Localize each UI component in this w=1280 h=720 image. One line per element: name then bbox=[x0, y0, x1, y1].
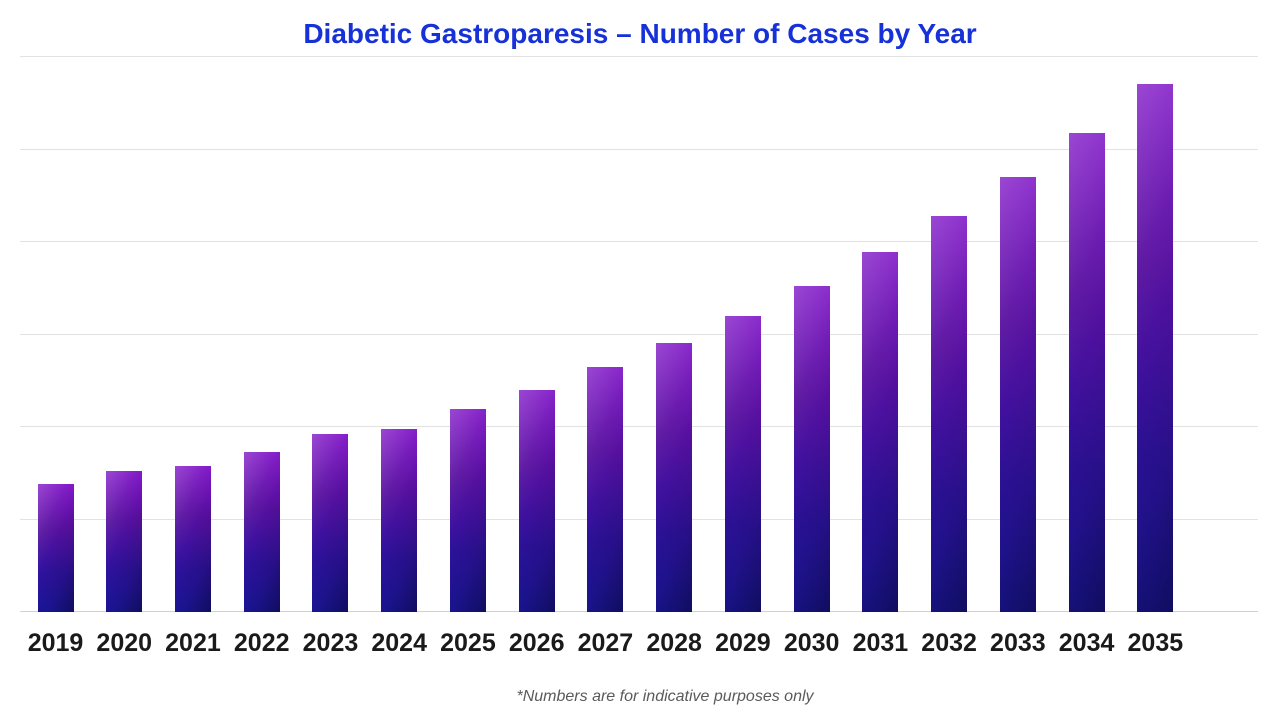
bar-2029 bbox=[724, 316, 761, 612]
gridline bbox=[20, 148, 1258, 150]
x-axis-label-2029: 2029 bbox=[715, 629, 771, 657]
bar-2030 bbox=[793, 286, 830, 612]
x-axis-label-2024: 2024 bbox=[371, 629, 427, 657]
gridline bbox=[20, 333, 1258, 335]
bar-2031 bbox=[862, 252, 899, 612]
x-axis-label-2035: 2035 bbox=[1127, 629, 1184, 657]
x-axis-label-2033: 2033 bbox=[990, 629, 1046, 657]
bar-2027 bbox=[587, 366, 624, 612]
bar-2026 bbox=[518, 390, 555, 612]
x-axis-label-2026: 2026 bbox=[508, 629, 565, 657]
bar-2019 bbox=[37, 484, 74, 612]
x-axis-label-2020: 2020 bbox=[96, 629, 153, 657]
x-axis-label-2031: 2031 bbox=[852, 629, 909, 657]
chart-title: Diabetic Gastroparesis – Number of Cases… bbox=[303, 18, 977, 49]
bar-2035 bbox=[1137, 83, 1174, 612]
bar-2025 bbox=[449, 409, 486, 612]
plot-area bbox=[20, 56, 1258, 612]
bar-2024 bbox=[381, 428, 418, 612]
x-axis-label-2034: 2034 bbox=[1058, 629, 1115, 657]
gridline bbox=[20, 56, 1258, 57]
x-axis-label-2023: 2023 bbox=[302, 629, 359, 657]
x-axis-label-2021: 2021 bbox=[165, 629, 221, 657]
bar-2028 bbox=[656, 342, 693, 612]
x-axis: 2019 2020 2021 2022 2023 2024 2025 2026 2027 2028… bbox=[20, 612, 1258, 662]
x-axis-label-2027: 2027 bbox=[577, 629, 634, 657]
bar-2032 bbox=[931, 216, 968, 612]
x-axis-label-2019: 2019 bbox=[27, 629, 84, 657]
x-axis-label-2028: 2028 bbox=[646, 629, 702, 657]
x-axis-label-2030: 2030 bbox=[783, 629, 840, 657]
gridline bbox=[20, 426, 1258, 427]
x-axis-line bbox=[20, 611, 1258, 612]
bar-2022 bbox=[243, 451, 280, 612]
gridline bbox=[20, 241, 1258, 242]
x-axis-label-2025: 2025 bbox=[440, 629, 496, 657]
bar-2033 bbox=[999, 177, 1036, 612]
bar-2023 bbox=[312, 434, 349, 612]
bar-2021 bbox=[174, 465, 211, 612]
footnote: *Numbers are for indicative purposes onl… bbox=[516, 688, 814, 705]
bar-2034 bbox=[1068, 132, 1105, 612]
bar-2020 bbox=[106, 471, 143, 612]
gridline bbox=[20, 518, 1258, 520]
x-axis-label-2032: 2032 bbox=[921, 629, 977, 657]
x-axis-label-2022: 2022 bbox=[233, 629, 290, 657]
